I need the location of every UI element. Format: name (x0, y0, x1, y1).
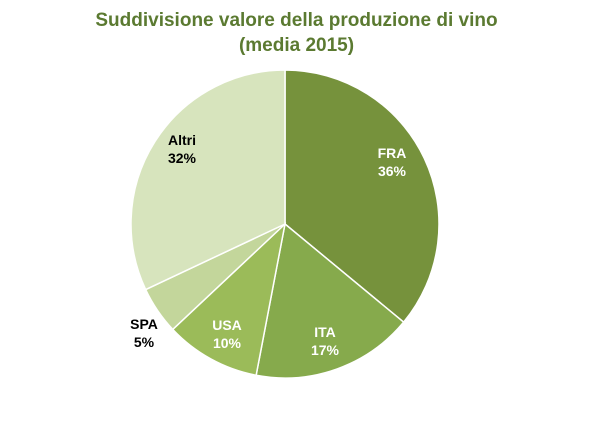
pie-slices (130, 69, 440, 379)
slice-value-fra: 36% (378, 163, 407, 179)
pie-slice-altri (130, 69, 286, 291)
slice-label-altri: Altri 32% (168, 132, 197, 166)
pie-slice-usa (171, 221, 287, 377)
pie-slice-fra (284, 69, 440, 324)
chart-title-line1: Suddivisione valore della produzione di … (95, 10, 498, 31)
slice-label-usa: USA 10% (212, 317, 242, 351)
slice-label-fra: FRA 36% (378, 145, 407, 179)
slice-value-usa: 10% (213, 335, 242, 351)
slice-name-ita: ITA (314, 324, 336, 340)
slice-name-altri: Altri (168, 132, 196, 148)
slice-name-spa: SPA (130, 316, 158, 332)
slice-name-usa: USA (212, 317, 242, 333)
slice-value-altri: 32% (168, 150, 197, 166)
pie-slice-ita (255, 222, 405, 379)
chart-title: Suddivisione valore della produzione di … (0, 8, 593, 58)
slice-label-spa: SPA 5% (130, 316, 158, 350)
pie-labels: FRA 36% ITA 17% USA 10% SPA 5% Altri 32% (130, 132, 406, 358)
slice-name-fra: FRA (378, 145, 407, 161)
slice-label-ita: ITA 17% (311, 324, 340, 358)
slice-value-spa: 5% (134, 334, 155, 350)
slice-value-ita: 17% (311, 342, 340, 358)
chart-subtitle: (media 2015) (238, 35, 355, 56)
